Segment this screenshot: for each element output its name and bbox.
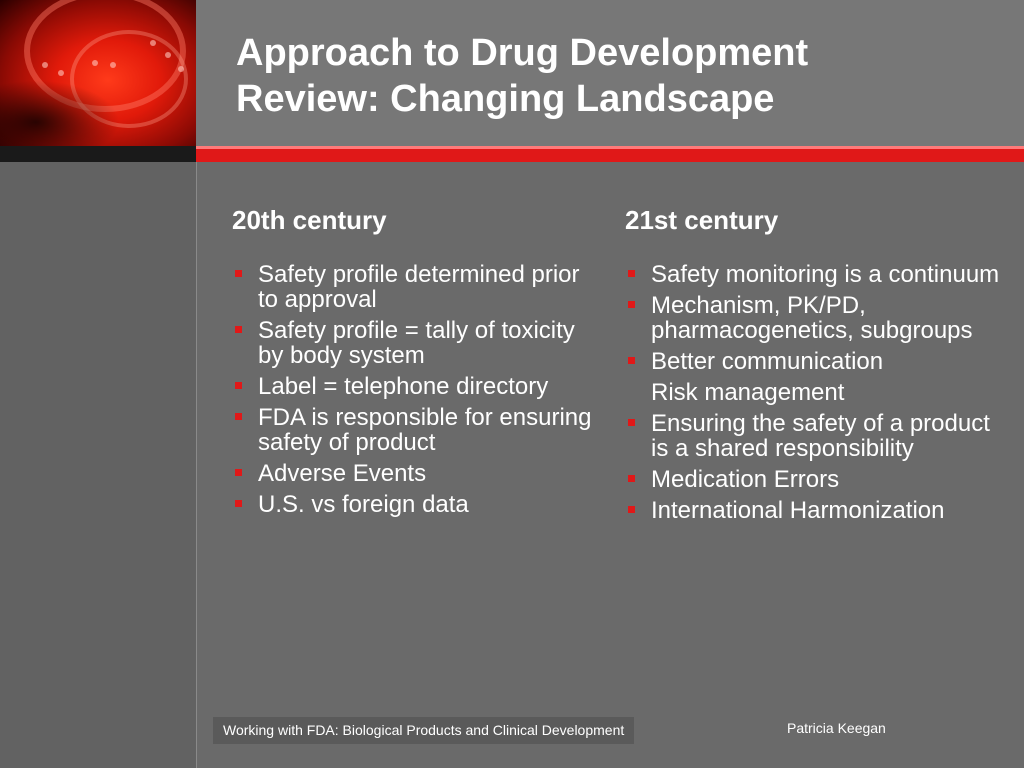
bullet-item: Safety profile determined prior to appro…: [232, 262, 592, 312]
square-bullet-icon: [235, 382, 242, 389]
right-column-heading: 21st century: [625, 205, 779, 235]
bullet-text: FDA is responsible for ensuring safety o…: [258, 404, 592, 456]
left-column-heading: 20th century: [232, 205, 387, 235]
bullet-item: Better communication: [625, 349, 1005, 374]
decorative-dot: [58, 70, 64, 76]
bullet-item: Mechanism, PK/PD, pharmacogenetics, subg…: [625, 293, 1005, 343]
square-bullet-icon: [235, 326, 242, 333]
bullet-text: Better communication: [651, 348, 884, 375]
bullet-text: Safety monitoring is a continuum: [651, 261, 1000, 288]
bullet-text: Adverse Events: [258, 460, 427, 487]
bullet-text: Safety profile = tally of toxicity by bo…: [258, 317, 575, 369]
square-bullet-icon: [628, 357, 635, 364]
square-bullet-icon: [235, 270, 242, 277]
footer-presentation-title: Working with FDA: Biological Products an…: [213, 717, 635, 744]
decorative-ring: [70, 30, 188, 128]
decorative-dot: [178, 66, 184, 72]
square-bullet-icon: [235, 413, 242, 420]
bullet-item: FDA is responsible for ensuring safety o…: [232, 405, 592, 455]
header-red-image: [0, 0, 196, 146]
bullet-text: Safety profile determined prior to appro…: [258, 261, 580, 313]
decorative-dot: [42, 62, 48, 68]
bullet-text: Risk management: [651, 379, 845, 406]
footer-author: Patricia Keegan: [787, 720, 886, 736]
header-divider-dark: [0, 146, 196, 162]
left-bullet-list: Safety profile determined prior to appro…: [232, 262, 592, 517]
decorative-dot: [165, 52, 171, 58]
slide-title: Approach to Drug Development Review: Cha…: [236, 30, 996, 122]
bullet-text: Mechanism, PK/PD, pharmacogenetics, subg…: [651, 292, 973, 344]
bullet-text: International Harmonization: [651, 497, 945, 524]
left-column: 20th century Safety profile determined p…: [232, 204, 592, 523]
bullet-item: Medication Errors: [625, 467, 1005, 492]
decorative-dot: [110, 62, 116, 68]
slide-title-line1: Approach to Drug Development: [236, 32, 809, 74]
bullet-text: Medication Errors: [651, 466, 840, 493]
left-side-strip: [0, 162, 197, 768]
bullet-item: U.S. vs foreign data: [232, 492, 592, 517]
slide-title-line2: Review: Changing Landscape: [236, 78, 775, 120]
right-bullet-list: Safety monitoring is a continuum Mechanis…: [625, 262, 1005, 523]
square-bullet-icon: [235, 500, 242, 507]
square-bullet-icon: [628, 475, 635, 482]
bullet-item: Label = telephone directory: [232, 374, 592, 399]
bullet-text: Ensuring the safety of a product is a sh…: [651, 410, 990, 462]
bullet-item: International Harmonization: [625, 498, 1005, 523]
square-bullet-icon: [628, 301, 635, 308]
bullet-item: Risk management: [625, 380, 1005, 405]
square-bullet-icon: [628, 506, 635, 513]
bullet-text: U.S. vs foreign data: [258, 491, 469, 518]
bullet-item: Adverse Events: [232, 461, 592, 486]
right-column: 21st century Safety monitoring is a cont…: [625, 204, 1005, 529]
square-bullet-icon: [235, 469, 242, 476]
decorative-dot: [92, 60, 98, 66]
decorative-dot: [150, 40, 156, 46]
square-bullet-icon: [628, 270, 635, 277]
bullet-text: Label = telephone directory: [258, 373, 549, 400]
bullet-item: Safety profile = tally of toxicity by bo…: [232, 318, 592, 368]
header-divider-red: [196, 146, 1024, 162]
bullet-item: Ensuring the safety of a product is a sh…: [625, 411, 1005, 461]
square-bullet-icon: [628, 419, 635, 426]
decorative-shade: [0, 80, 120, 146]
bullet-item: Safety monitoring is a continuum: [625, 262, 1005, 287]
